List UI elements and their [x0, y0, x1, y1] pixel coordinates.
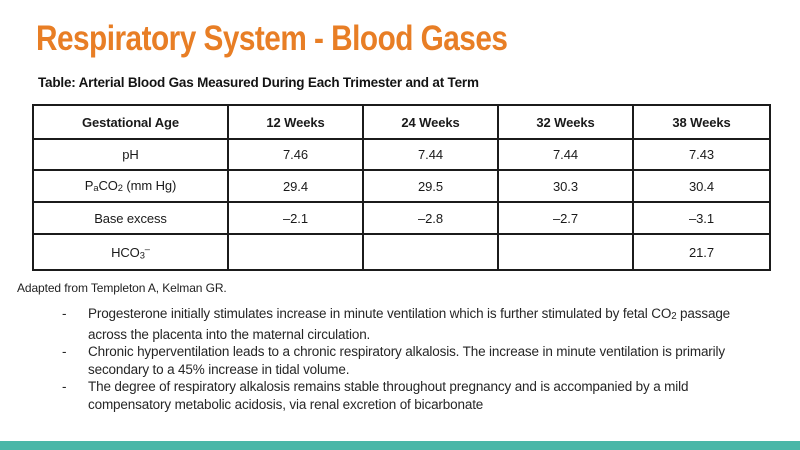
table-cell: –3.1: [632, 201, 771, 235]
table-row-hco3: HCO3– 21.7: [32, 233, 771, 271]
table-cell: –2.8: [362, 201, 499, 235]
table-cell: –2.1: [227, 201, 364, 235]
table-cell: 7.44: [497, 138, 634, 171]
bullet-text: The degree of respiratory alkalosis rema…: [88, 379, 689, 412]
source-note: Adapted from Templeton A, Kelman GR.: [17, 281, 227, 295]
table-cell: 29.4: [227, 169, 364, 203]
table-cell: –2.7: [497, 201, 634, 235]
table-cell: 7.43: [632, 138, 771, 171]
table-cell: [362, 233, 499, 271]
row-label-hco3: HCO3–: [32, 233, 229, 271]
bullet-marker: -: [62, 379, 67, 395]
table-cell: 7.44: [362, 138, 499, 171]
table-cell: 21.7: [632, 233, 771, 271]
slide-title: Respiratory System - Blood Gases: [36, 19, 508, 58]
table-row-paco2: PaCO2 (mm Hg) 29.4 29.5 30.3 30.4: [32, 169, 771, 203]
footer-accent-bar: [0, 441, 800, 450]
bullet-item: - The degree of respiratory alkalosis re…: [62, 378, 764, 413]
table-cell: [227, 233, 364, 271]
blood-gas-table: Gestational Age 12 Weeks 24 Weeks 32 Wee…: [32, 104, 771, 271]
table-caption: Table: Arterial Blood Gas Measured Durin…: [38, 75, 479, 90]
bullet-text: Progesterone initially stimulates increa…: [88, 306, 731, 342]
table-row-ph: pH 7.46 7.44 7.44 7.43: [32, 138, 771, 171]
table-header-row: Gestational Age 12 Weeks 24 Weeks 32 Wee…: [32, 104, 771, 140]
table-cell: 30.4: [632, 169, 771, 203]
table-row-base-excess: Base excess –2.1 –2.8 –2.7 –3.1: [32, 201, 771, 235]
bullet-item: - Progesterone initially stimulates incr…: [62, 305, 764, 343]
table-cell: 30.3: [497, 169, 634, 203]
column-header-24-weeks: 24 Weeks: [362, 104, 499, 140]
row-label-ph: pH: [32, 138, 229, 171]
row-label-base-excess: Base excess: [32, 201, 229, 235]
table-cell: 29.5: [362, 169, 499, 203]
row-label-paco2: PaCO2 (mm Hg): [32, 169, 229, 203]
bullet-text: Chronic hyperventilation leads to a chro…: [88, 344, 725, 377]
bullet-marker: -: [62, 344, 67, 360]
column-header-32-weeks: 32 Weeks: [497, 104, 634, 140]
bullet-item: - Chronic hyperventilation leads to a ch…: [62, 343, 764, 378]
column-header-gestational-age: Gestational Age: [32, 104, 229, 140]
column-header-12-weeks: 12 Weeks: [227, 104, 364, 140]
bullet-list: - Progesterone initially stimulates incr…: [62, 305, 764, 413]
table-cell: [497, 233, 634, 271]
table-cell: 7.46: [227, 138, 364, 171]
column-header-38-weeks: 38 Weeks: [632, 104, 771, 140]
bullet-marker: -: [62, 306, 67, 321]
